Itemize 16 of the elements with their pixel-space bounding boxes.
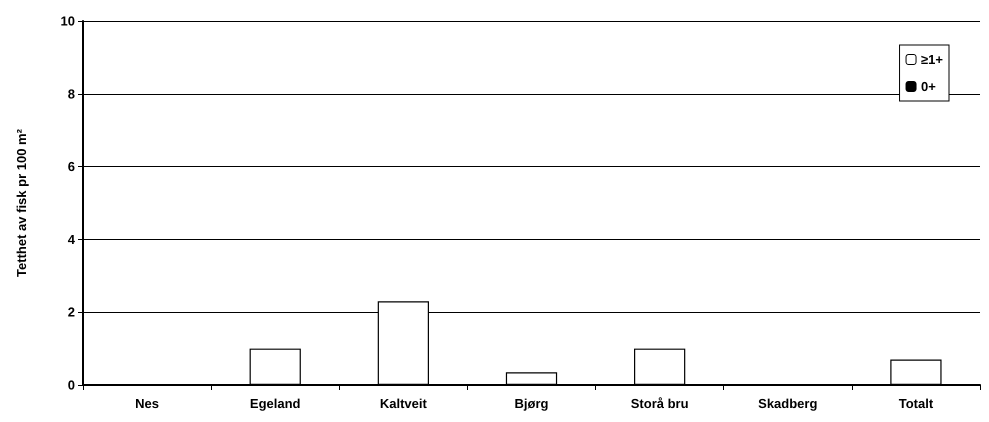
x-tick-label: Egeland	[250, 396, 301, 411]
y-tick-label: 2	[68, 304, 75, 320]
legend-label: ≥1+	[921, 52, 944, 67]
x-tick-label: Skadberg	[758, 396, 818, 411]
y-tick-label: 8	[68, 86, 75, 102]
y-tick-label: 10	[60, 14, 75, 28]
legend-label: 0+	[921, 79, 936, 94]
x-tick-label: Bjørg	[514, 396, 549, 411]
y-axis-title: Tetthet av fisk pr 100 m²	[14, 128, 29, 277]
x-tick-label: Kaltveit	[380, 396, 428, 411]
x-tick-label: Totalt	[898, 396, 934, 411]
x-tick-label: Storå bru	[630, 396, 689, 411]
x-tick-label: Nes	[135, 396, 159, 411]
y-tick-label: 0	[68, 378, 75, 392]
y-tick-label: 4	[68, 232, 76, 247]
y-tick-label: 6	[68, 159, 75, 174]
